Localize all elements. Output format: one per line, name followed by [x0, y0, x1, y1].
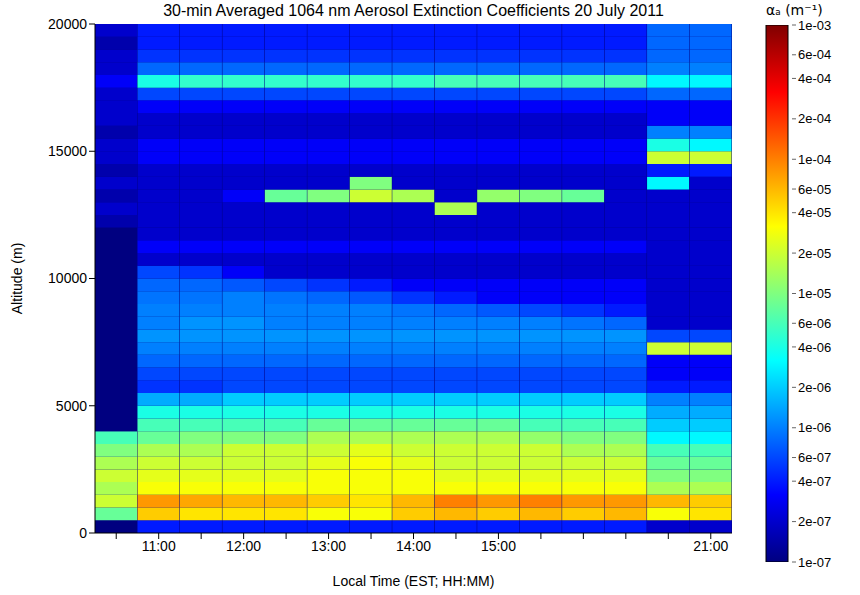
svg-text:1e-05: 1e-05	[798, 286, 831, 301]
svg-text:13:00: 13:00	[311, 538, 346, 554]
svg-text:4e-06: 4e-06	[798, 340, 831, 355]
svg-text:21:00: 21:00	[693, 538, 728, 554]
svg-text:12:00: 12:00	[226, 538, 261, 554]
svg-text:2e-05: 2e-05	[798, 246, 831, 261]
svg-text:6e-05: 6e-05	[798, 182, 831, 197]
svg-text:6e-07: 6e-07	[798, 450, 831, 465]
svg-text:1e-07: 1e-07	[798, 555, 831, 570]
html-text:αₐ (m⁻¹): αₐ (m⁻¹)	[766, 2, 823, 18]
svg-text:6e-04: 6e-04	[798, 47, 831, 62]
svg-text:1e-04: 1e-04	[798, 152, 831, 167]
svg-text:4e-05: 4e-05	[798, 205, 831, 220]
svg-text:15:00: 15:00	[481, 538, 516, 554]
svg-text:14:00: 14:00	[396, 538, 431, 554]
svg-text:4e-07: 4e-07	[798, 474, 831, 489]
html-text:30-min Averaged 1064 nm Aeroso: 30-min Averaged 1064 nm Aerosol Extincti…	[163, 2, 664, 19]
svg-text:5000: 5000	[56, 398, 87, 414]
svg-text:2e-07: 2e-07	[798, 514, 831, 529]
svg-text:4e-04: 4e-04	[798, 71, 831, 86]
svg-text:11:00: 11:00	[142, 538, 176, 554]
svg-text:15000: 15000	[48, 143, 87, 159]
svg-text:Altitude (m): Altitude (m)	[9, 243, 25, 315]
svg-text:1e-06: 1e-06	[798, 420, 831, 435]
svg-text:6e-06: 6e-06	[798, 316, 831, 331]
svg-text:1e-03: 1e-03	[798, 18, 831, 33]
svg-text:0: 0	[79, 525, 87, 541]
svg-text:Local Time (EST; HH:MM): Local Time (EST; HH:MM)	[333, 573, 495, 589]
svg-text:2e-04: 2e-04	[798, 111, 831, 126]
svg-text:2e-06: 2e-06	[798, 380, 831, 395]
svg-text:20000: 20000	[48, 16, 87, 32]
svg-text:10000: 10000	[48, 270, 87, 286]
